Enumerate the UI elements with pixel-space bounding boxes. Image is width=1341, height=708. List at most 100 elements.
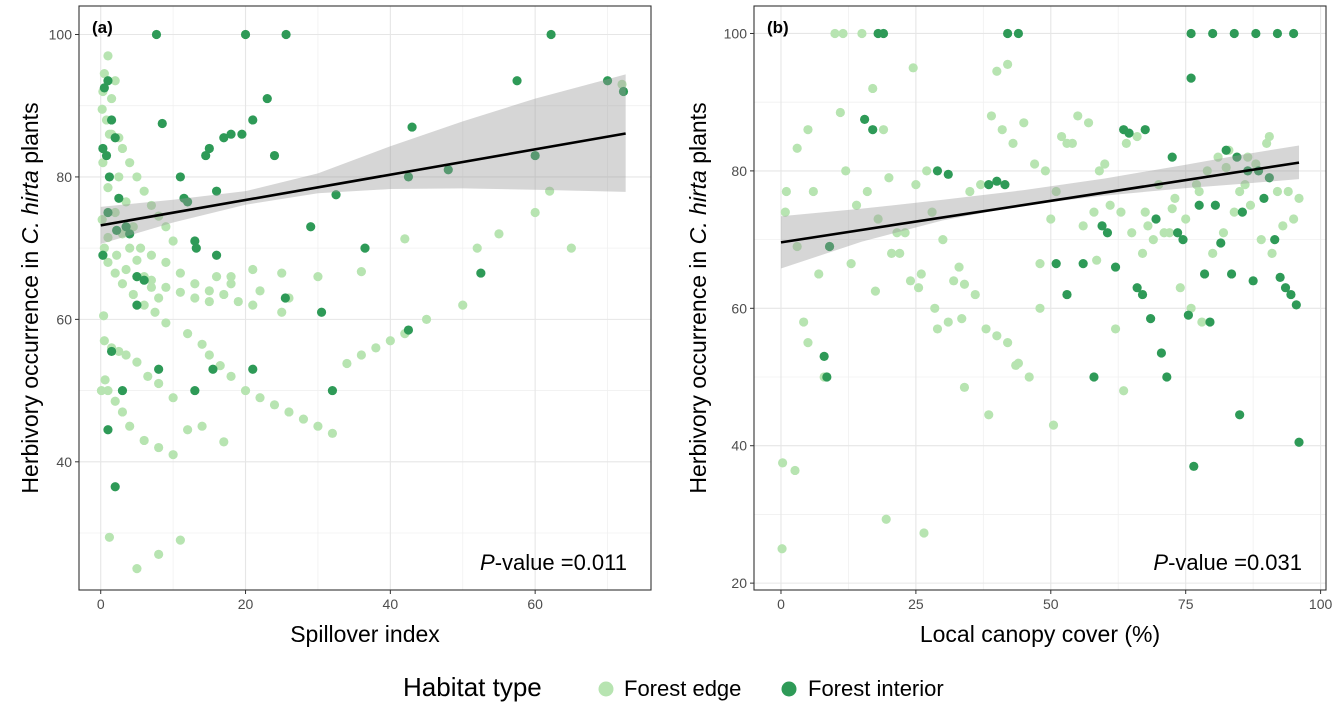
data-point-forest-edge	[799, 317, 809, 327]
data-point-forest-edge	[110, 268, 120, 278]
data-point-forest-edge	[986, 111, 997, 121]
data-point-forest-edge	[284, 407, 294, 417]
legend-label-forest-interior: Forest interior	[808, 676, 944, 701]
data-point-forest-edge	[458, 300, 468, 310]
data-point-forest-interior	[1232, 152, 1242, 162]
data-point-forest-edge	[1092, 255, 1102, 265]
data-point-forest-interior	[1210, 200, 1220, 210]
data-point-forest-interior	[331, 190, 341, 200]
data-point-forest-edge	[215, 361, 225, 371]
data-point-forest-interior	[1146, 314, 1156, 324]
data-point-forest-edge	[545, 186, 555, 196]
data-point-forest-edge	[873, 214, 883, 224]
data-point-forest-edge	[150, 307, 160, 317]
data-point-forest-edge	[957, 314, 967, 324]
data-point-forest-interior	[103, 207, 113, 218]
data-point-forest-edge	[211, 272, 222, 282]
data-point-forest-edge	[248, 264, 258, 275]
p-value-text: -value =0.011	[495, 550, 627, 575]
data-point-forest-edge	[1116, 207, 1126, 217]
data-point-forest-interior	[204, 143, 214, 154]
data-point-forest-edge	[1229, 207, 1239, 217]
data-point-forest-edge	[959, 279, 970, 289]
data-point-forest-edge	[161, 282, 171, 292]
data-point-forest-edge	[1167, 204, 1177, 214]
data-point-forest-edge	[913, 283, 924, 293]
data-point-forest-edge	[99, 336, 109, 346]
data-point-forest-edge	[1024, 372, 1034, 382]
data-point-forest-interior	[403, 325, 414, 335]
data-point-forest-edge	[313, 272, 323, 282]
data-point-forest-edge	[911, 180, 921, 190]
data-point-forest-edge	[851, 200, 862, 210]
data-point-forest-edge	[494, 229, 504, 239]
data-point-forest-interior	[132, 272, 142, 282]
data-point-forest-edge	[881, 514, 891, 524]
data-point-forest-edge	[139, 435, 149, 446]
x-tick-label: 100	[1309, 596, 1333, 612]
panel-b: 20 40 60 80 100 0 25 50 75 100 (b) P-value =0.031 Lo…	[685, 5, 1333, 647]
data-point-forest-interior	[103, 425, 113, 435]
data-point-forest-edge	[1035, 303, 1045, 313]
data-point-forest-edge	[197, 421, 207, 431]
data-point-forest-interior	[1051, 259, 1061, 269]
data-point-forest-interior	[992, 176, 1002, 186]
data-point-forest-edge	[1194, 186, 1204, 197]
y-tick-label: 40	[731, 438, 747, 454]
data-point-forest-interior	[1216, 238, 1226, 248]
legend: Habitat type Forest edge Forest interior	[403, 672, 944, 702]
y-axis-title: Herbivory occurrence in C. hirta plants	[685, 102, 711, 493]
data-point-forest-edge	[1202, 166, 1212, 176]
data-point-forest-edge	[342, 358, 352, 369]
data-point-forest-edge	[106, 93, 117, 104]
data-point-forest-edge	[269, 400, 280, 410]
data-point-forest-interior	[121, 222, 131, 232]
legend-label-forest-edge: Forest edge	[624, 676, 741, 701]
y-axis-title-species: C. hirta	[17, 170, 43, 244]
data-point-forest-edge	[1256, 235, 1266, 245]
data-point-forest-edge	[117, 279, 128, 289]
data-point-forest-edge	[1100, 159, 1110, 169]
data-point-forest-edge	[792, 241, 802, 252]
data-point-forest-edge	[1019, 118, 1029, 128]
data-point-forest-interior	[117, 385, 128, 396]
data-point-forest-edge	[128, 222, 138, 232]
data-point-forest-edge	[183, 329, 193, 339]
x-tick-label: 60	[527, 596, 543, 612]
data-point-forest-edge	[100, 375, 110, 385]
data-point-forest-edge	[884, 173, 894, 183]
data-point-forest-edge	[1003, 338, 1013, 348]
data-point-forest-interior	[114, 193, 124, 203]
data-point-forest-edge	[857, 28, 867, 39]
data-point-forest-edge	[226, 272, 236, 282]
data-point-forest-edge	[132, 255, 142, 265]
data-point-forest-edge	[930, 303, 940, 313]
panel-a: 40 60 80 100 0 20 40 60 (a) P-value =0.011 Spillov…	[17, 5, 652, 647]
data-point-forest-edge	[356, 267, 366, 277]
data-point-forest-interior	[112, 225, 122, 235]
data-point-forest-interior	[154, 364, 164, 374]
data-point-forest-edge	[887, 248, 897, 258]
p-value-text: -value =0.031	[1168, 550, 1302, 575]
data-point-forest-edge	[1105, 200, 1115, 210]
data-point-forest-edge	[255, 393, 265, 403]
data-point-forest-interior	[139, 275, 149, 285]
data-point-forest-edge	[400, 234, 410, 244]
data-point-forest-interior	[316, 307, 327, 317]
data-point-forest-interior	[190, 236, 200, 246]
data-point-forest-edge	[932, 324, 943, 334]
data-point-forest-edge	[121, 350, 131, 360]
data-point-forest-edge	[1127, 228, 1137, 238]
data-point-forest-interior	[1229, 28, 1239, 39]
data-point-forest-edge	[99, 311, 109, 321]
data-point-forest-interior	[1289, 28, 1299, 39]
data-point-forest-interior	[1205, 317, 1215, 327]
y-axis-title-part: plants	[685, 102, 711, 170]
data-point-forest-edge	[97, 215, 107, 225]
y-tick-label: 100	[49, 26, 73, 42]
data-point-forest-edge	[110, 76, 120, 86]
confidence-band	[780, 145, 1300, 269]
trend-line	[780, 161, 1300, 244]
data-point-forest-interior	[1186, 28, 1196, 39]
data-point-forest-edge	[617, 79, 627, 89]
